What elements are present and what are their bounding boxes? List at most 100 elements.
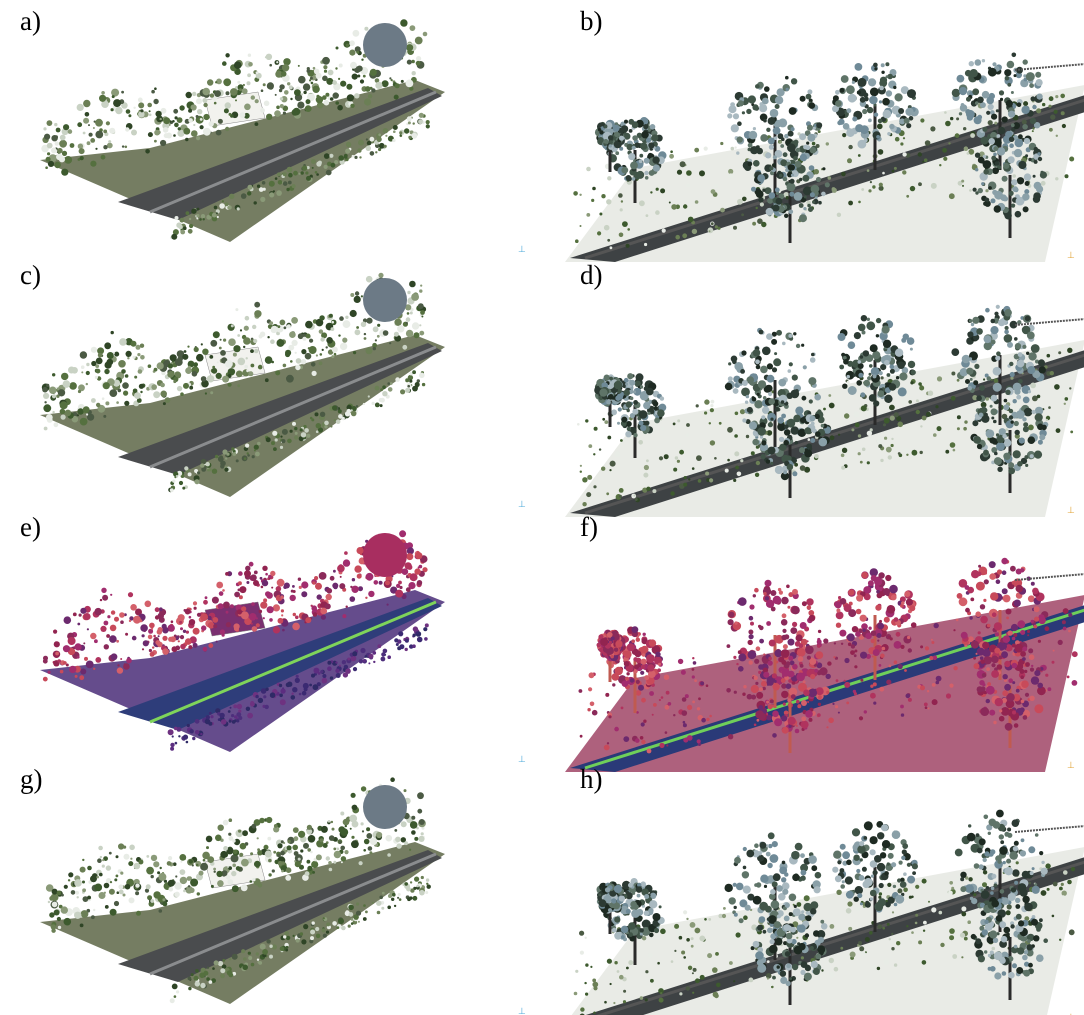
point (360, 79, 364, 83)
point (334, 419, 337, 422)
point (306, 434, 310, 438)
point (753, 349, 761, 357)
point (728, 734, 733, 739)
point (961, 632, 968, 639)
point (951, 348, 959, 356)
point (265, 705, 269, 709)
point (345, 149, 350, 154)
point (269, 192, 274, 197)
point (228, 383, 232, 387)
point (1011, 624, 1018, 631)
point (791, 694, 796, 699)
point (353, 351, 356, 354)
point (754, 676, 758, 680)
point (380, 388, 383, 391)
point (123, 663, 130, 670)
point (697, 707, 700, 710)
point (944, 111, 947, 114)
point (994, 191, 1003, 200)
point (210, 340, 217, 347)
point (218, 603, 224, 609)
point (800, 96, 806, 102)
point (670, 150, 673, 153)
point (641, 698, 646, 703)
point (248, 371, 253, 376)
point (783, 644, 788, 649)
point (1068, 630, 1071, 633)
point (752, 222, 756, 226)
point (969, 61, 974, 66)
point (1034, 160, 1038, 164)
point (632, 135, 638, 141)
point (407, 291, 410, 294)
point (994, 312, 998, 316)
point (420, 285, 422, 287)
point (366, 138, 368, 140)
point (901, 400, 906, 405)
point (78, 144, 83, 149)
point (117, 667, 123, 673)
point (193, 124, 195, 126)
point (640, 736, 644, 740)
point (586, 167, 591, 172)
point (738, 597, 747, 606)
point (673, 423, 676, 426)
point (880, 654, 884, 658)
point (817, 638, 820, 641)
point (216, 582, 223, 589)
point (422, 383, 425, 386)
point (290, 98, 292, 100)
point (796, 148, 801, 153)
point (134, 376, 137, 379)
point (678, 659, 683, 664)
point (758, 664, 764, 670)
point (273, 626, 280, 633)
point (290, 595, 296, 601)
point (268, 575, 271, 578)
point (1016, 410, 1025, 419)
point (62, 151, 67, 156)
point (887, 373, 891, 377)
point (52, 373, 55, 376)
point (378, 273, 383, 278)
point (1030, 454, 1034, 458)
point (56, 128, 61, 133)
point (1027, 332, 1035, 340)
point (255, 452, 260, 457)
point (854, 650, 857, 653)
point (400, 389, 405, 394)
point (407, 60, 412, 65)
point (231, 447, 234, 450)
point (814, 454, 819, 459)
point (990, 592, 998, 600)
point (345, 668, 351, 674)
point (184, 609, 187, 612)
point (228, 338, 236, 346)
point (786, 196, 789, 199)
point (842, 133, 846, 137)
point (683, 721, 686, 724)
point (644, 158, 650, 164)
point (948, 142, 950, 144)
point (1067, 676, 1070, 679)
point (848, 589, 854, 595)
point (664, 674, 670, 680)
point (235, 99, 237, 101)
point (619, 136, 624, 141)
point (775, 188, 780, 193)
point (877, 124, 883, 130)
point (794, 192, 803, 201)
point (875, 605, 881, 611)
point (764, 86, 770, 92)
point (316, 423, 321, 428)
point (976, 582, 985, 591)
point (47, 417, 53, 423)
point (625, 431, 631, 437)
point (993, 367, 1002, 376)
point (990, 405, 993, 408)
point (293, 590, 296, 593)
point (277, 339, 285, 347)
point (957, 415, 961, 419)
point (127, 357, 129, 359)
point (140, 355, 145, 360)
